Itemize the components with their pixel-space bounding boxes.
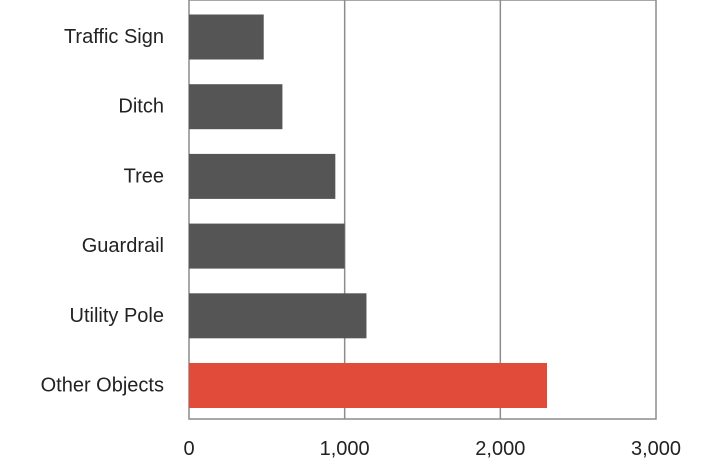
category-label: Guardrail: [82, 235, 164, 257]
bar-guardrail: [189, 223, 345, 269]
bar-utility-pole: [189, 293, 367, 339]
x-tick-label: 2,000: [475, 438, 525, 460]
plot-frame: [188, 0, 657, 420]
bar-tree: [189, 153, 336, 199]
grid-lines: [343, 0, 502, 419]
bar-ditch: [189, 84, 283, 130]
bars: [189, 14, 548, 408]
category-labels: Traffic Sign Ditch Tree Guardrail Utility Po…: [41, 26, 164, 397]
x-tick-label: 0: [183, 438, 194, 460]
bar-traffic-sign: [189, 14, 264, 60]
category-label: Tree: [124, 165, 164, 187]
x-tick-label: 1,000: [320, 438, 370, 460]
category-label: Traffic Sign: [64, 26, 164, 48]
category-label: Utility Pole: [70, 305, 164, 327]
x-tick-labels: 0 1,000 2,000 3,000: [183, 438, 681, 460]
category-label: Other Objects: [41, 375, 164, 397]
bar-other-objects: [189, 363, 548, 408]
x-tick-label: 3,000: [631, 438, 681, 460]
category-label: Ditch: [118, 96, 164, 118]
